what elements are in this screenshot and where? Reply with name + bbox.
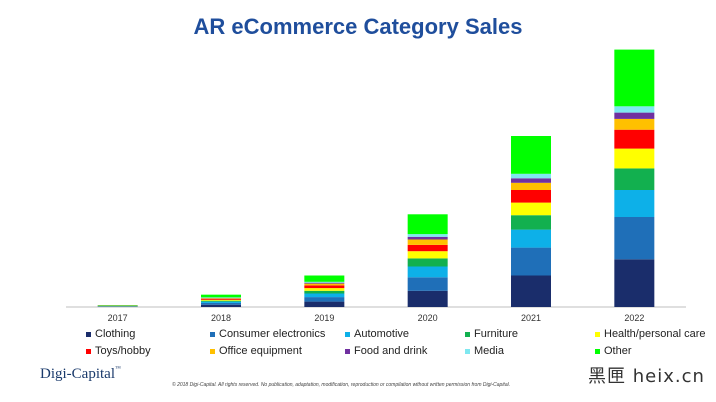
x-tick-label-2018: 2018 [211, 313, 231, 323]
legend-label-6: Office equipment [219, 345, 302, 357]
bar-segment-2021-7 [511, 178, 551, 183]
legend-label-2: Automotive [354, 328, 409, 340]
bar-segment-2019-2 [304, 293, 345, 298]
bar-segment-2018-5 [201, 298, 241, 300]
bar-segment-2021-0 [511, 275, 551, 307]
bar-segment-2021-6 [511, 182, 551, 190]
bar-segment-2022-9 [614, 49, 655, 107]
bar-segment-2019-8 [304, 281, 345, 283]
bar-segment-2019-6 [304, 283, 345, 286]
digi-capital-logo: Digi-Capital™ [40, 366, 121, 383]
bar-segment-2021-1 [511, 247, 551, 276]
bar-segment-2019-9 [304, 275, 345, 282]
bar-segment-2019-7 [304, 282, 345, 284]
bar-segment-2021-8 [511, 173, 551, 179]
legend-swatch-7 [345, 349, 350, 354]
bar-segment-2021-5 [511, 190, 551, 203]
legend-swatch-8 [465, 349, 470, 354]
legend-label-5: Toys/hobby [95, 345, 151, 357]
bar-segment-2020-6 [407, 239, 448, 245]
bar-segment-2022-3 [614, 168, 655, 190]
legend-label-8: Media [474, 345, 505, 357]
site-watermark: 黑匣 heix.cn [588, 366, 705, 387]
legend-label-3: Furniture [474, 328, 518, 340]
legend-swatch-3 [465, 332, 470, 337]
bar-segment-2021-2 [511, 229, 551, 248]
bar-segment-2018-0 [201, 304, 241, 307]
legend-label-0: Clothing [95, 328, 135, 340]
bar-segment-2021-9 [511, 136, 551, 174]
bars-group [97, 49, 655, 307]
legend-label-4: Health/personal care [604, 328, 706, 340]
bar-segment-2019-3 [304, 290, 345, 294]
bar-segment-2020-9 [407, 214, 448, 235]
bar-segment-2022-7 [614, 112, 655, 119]
legend: Clothing Consumer electronics Automotive Fu… [86, 328, 706, 357]
bar-segment-2018-2 [201, 301, 241, 303]
legend-label-9: Other [604, 345, 632, 357]
bar-segment-2018-1 [201, 302, 241, 305]
bar-segment-2022-5 [614, 129, 655, 149]
legend-swatch-6 [210, 349, 215, 354]
bar-segment-2020-5 [407, 244, 448, 252]
x-tick-label-2021: 2021 [521, 313, 541, 323]
chart-title: AR eCommerce Category Sales [193, 14, 523, 39]
bar-segment-2022-8 [614, 106, 655, 113]
bar-segment-2018-6 [201, 298, 241, 299]
bar-segment-2020-4 [407, 251, 448, 259]
legend-swatch-5 [86, 349, 91, 354]
bar-segment-2019-1 [304, 297, 345, 302]
bar-segment-2020-2 [407, 266, 448, 278]
bar-segment-2020-8 [407, 234, 448, 237]
x-tick-label-2017: 2017 [108, 313, 128, 323]
bar-segment-2019-5 [304, 285, 345, 289]
x-tick-label-2022: 2022 [624, 313, 644, 323]
x-tick-labels: 2017 2018 2019 2020 2021 2022 [108, 313, 645, 323]
legend-swatch-1 [210, 332, 215, 337]
bar-segment-2020-7 [407, 236, 448, 240]
bar-segment-2022-6 [614, 118, 655, 130]
bar-segment-2022-4 [614, 148, 655, 169]
bar-segment-2021-3 [511, 215, 551, 230]
bar-segment-2022-1 [614, 217, 655, 260]
bar-segment-2020-1 [407, 277, 448, 291]
bar-segment-2020-0 [407, 290, 448, 307]
x-tick-label-2019: 2019 [314, 313, 334, 323]
bar-segment-2018-3 [201, 300, 241, 302]
x-tick-label-2020: 2020 [418, 313, 438, 323]
logo-trademark: ™ [115, 366, 121, 372]
legend-label-1: Consumer electronics [219, 328, 326, 340]
bar-segment-2020-3 [407, 258, 448, 267]
bar-segment-2019-0 [304, 301, 345, 307]
copyright-notice: © 2018 Digi-Capital. All rights reserved… [172, 382, 511, 388]
logo-text: Digi-Capital [40, 366, 115, 382]
legend-swatch-4 [595, 332, 600, 337]
bar-segment-2018-4 [201, 299, 241, 301]
bar-segment-2018-9 [201, 294, 241, 298]
bar-segment-2021-4 [511, 202, 551, 216]
legend-swatch-2 [345, 332, 350, 337]
legend-label-7: Food and drink [354, 345, 428, 357]
bar-segment-2019-4 [304, 288, 345, 291]
legend-swatch-9 [595, 349, 600, 354]
bar-segment-2022-2 [614, 190, 655, 217]
bar-segment-2022-0 [614, 259, 655, 307]
legend-swatch-0 [86, 332, 91, 337]
